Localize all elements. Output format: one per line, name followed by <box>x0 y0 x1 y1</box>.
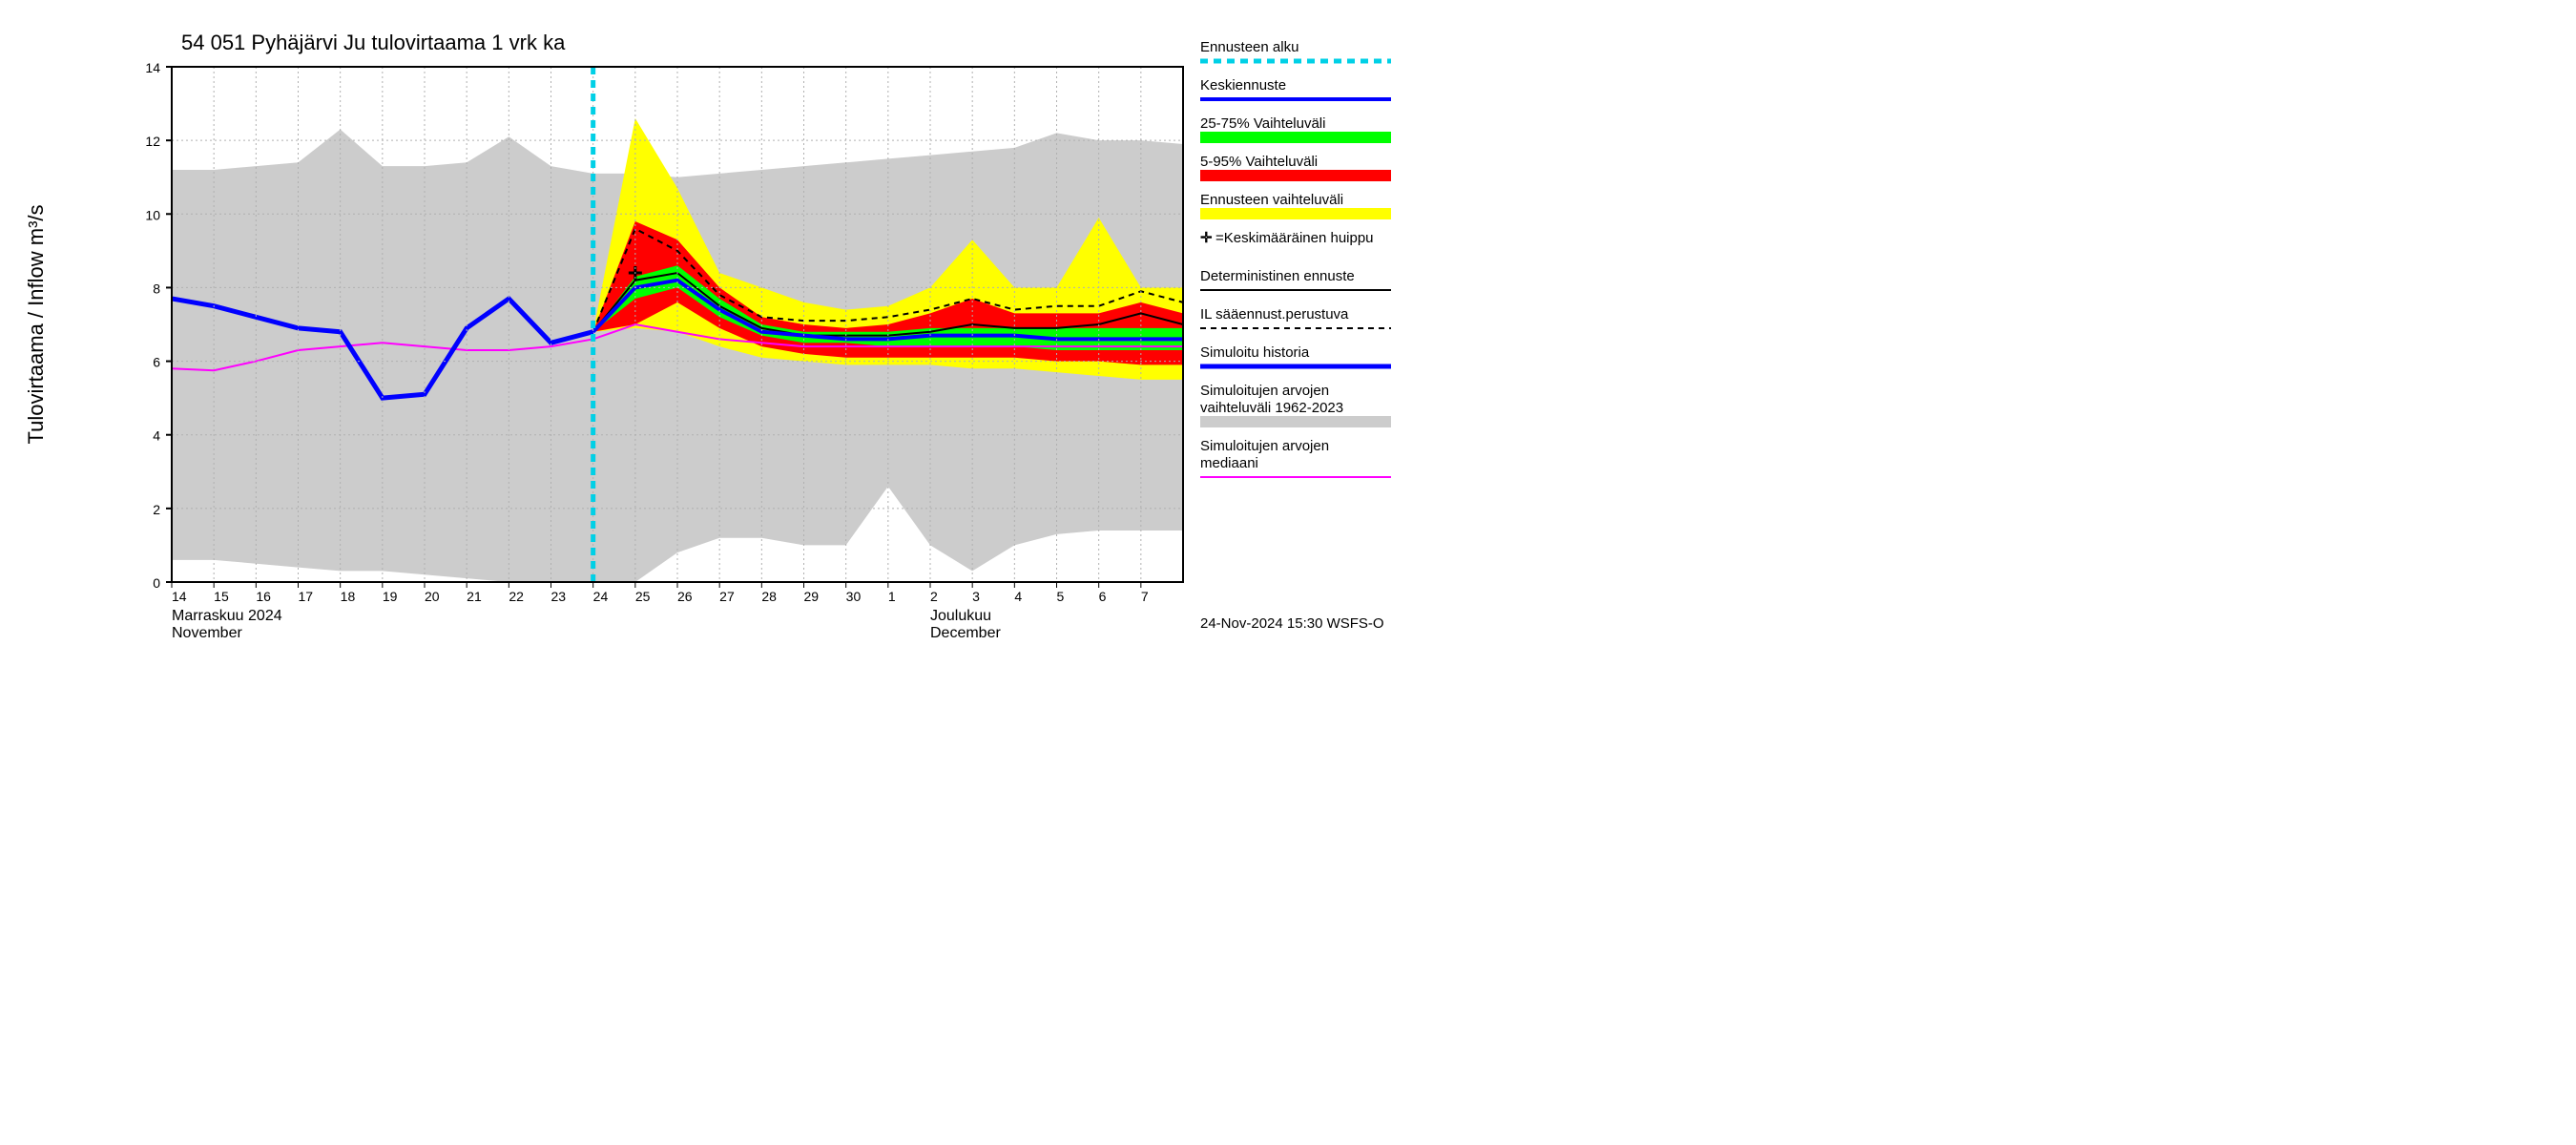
footer-timestamp: 24-Nov-2024 15:30 WSFS-O <box>1200 615 1384 632</box>
chart-svg: 0246810121414151617181920212223242526272… <box>0 0 1431 649</box>
x-tick-label: 16 <box>256 589 271 604</box>
x-tick-label: 30 <box>846 589 862 604</box>
x-tick-label: 19 <box>383 589 398 604</box>
legend-swatch <box>1200 132 1391 143</box>
x-tick-label: 22 <box>509 589 524 604</box>
y-tick-label: 8 <box>153 281 160 296</box>
x-tick-label: 6 <box>1099 589 1107 604</box>
legend-label: Keskiennuste <box>1200 77 1286 94</box>
legend-label: Ennusteen alku <box>1200 39 1298 55</box>
legend-label: Simuloitujen arvojen <box>1200 383 1329 399</box>
legend-label: 5-95% Vaihteluväli <box>1200 154 1318 170</box>
x-tick-label: 7 <box>1141 589 1149 604</box>
month-label: November <box>172 625 242 641</box>
x-tick-label: 14 <box>172 589 187 604</box>
y-tick-label: 14 <box>145 60 160 75</box>
legend-label: Deterministinen ennuste <box>1200 268 1355 284</box>
month-label: Joulukuu <box>930 608 991 624</box>
x-tick-label: 2 <box>930 589 938 604</box>
x-tick-label: 5 <box>1057 589 1065 604</box>
month-label: Marraskuu 2024 <box>172 608 282 624</box>
legend-label: Simuloitujen arvojen <box>1200 438 1329 454</box>
y-tick-label: 10 <box>145 207 160 222</box>
chart-container: 0246810121414151617181920212223242526272… <box>0 0 1431 649</box>
legend-label: Simuloitu historia <box>1200 344 1310 361</box>
x-tick-label: 24 <box>593 589 609 604</box>
legend-swatch <box>1200 416 1391 427</box>
x-tick-label: 18 <box>341 589 356 604</box>
legend-label: IL sääennust.perustuva <box>1200 306 1349 323</box>
x-tick-label: 3 <box>972 589 980 604</box>
legend-label: ✛ <box>1200 230 1213 246</box>
x-tick-label: 25 <box>635 589 651 604</box>
x-tick-label: 27 <box>719 589 735 604</box>
x-tick-label: 29 <box>804 589 820 604</box>
chart-title: 54 051 Pyhäjärvi Ju tulovirtaama 1 vrk k… <box>181 31 566 54</box>
legend-label: =Keskimääräinen huippu <box>1215 230 1374 246</box>
x-tick-label: 4 <box>1014 589 1022 604</box>
x-tick-label: 15 <box>214 589 229 604</box>
y-tick-label: 6 <box>153 355 160 370</box>
x-tick-label: 17 <box>299 589 314 604</box>
legend-swatch <box>1200 208 1391 219</box>
legend-label: vaihteluväli 1962-2023 <box>1200 400 1343 416</box>
legend-label: Ennusteen vaihteluväli <box>1200 192 1343 208</box>
y-axis-label: Tulovirtaama / Inflow m³/s <box>24 204 48 444</box>
x-tick-label: 1 <box>888 589 896 604</box>
x-tick-label: 28 <box>761 589 777 604</box>
legend-label: mediaani <box>1200 455 1258 471</box>
y-tick-label: 0 <box>153 575 160 591</box>
x-tick-label: 21 <box>467 589 482 604</box>
y-tick-label: 12 <box>145 134 160 149</box>
legend-label: 25-75% Vaihteluväli <box>1200 115 1325 132</box>
x-tick-label: 26 <box>677 589 693 604</box>
y-tick-label: 2 <box>153 502 160 517</box>
month-label: December <box>930 625 1001 641</box>
y-tick-label: 4 <box>153 428 160 444</box>
x-tick-label: 20 <box>425 589 440 604</box>
legend-swatch <box>1200 170 1391 181</box>
x-tick-label: 23 <box>551 589 567 604</box>
